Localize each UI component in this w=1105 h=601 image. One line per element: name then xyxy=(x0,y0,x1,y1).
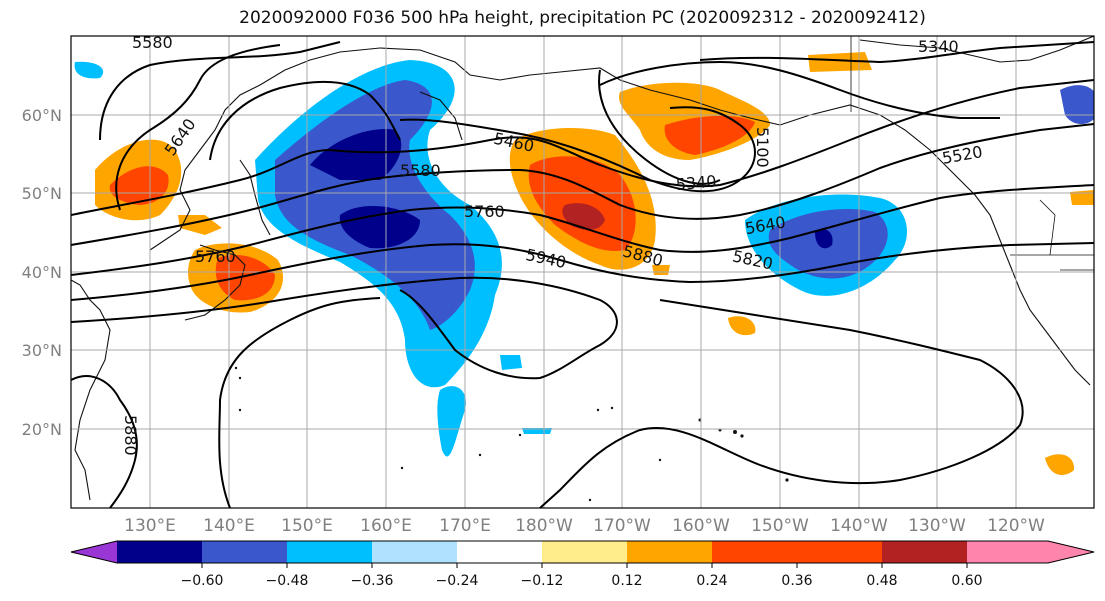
negative-region xyxy=(74,61,104,79)
contour-label: 5760 xyxy=(195,247,236,266)
lon-label: 170°E xyxy=(439,516,491,536)
colorbar-tick-label: 0.36 xyxy=(781,573,812,589)
negative-region xyxy=(1060,85,1094,124)
negative-region xyxy=(500,355,522,370)
colorbar-swatch xyxy=(287,541,372,563)
latitude-labels: 60°N 50°N 40°N 30°N 20°N xyxy=(22,106,62,439)
contour-label: 5580 xyxy=(132,33,173,52)
lat-label: 60°N xyxy=(22,106,62,125)
colorbar-extend-high xyxy=(1048,541,1094,563)
borders xyxy=(850,36,1094,271)
contour-label: 5760 xyxy=(464,202,505,221)
positive-region xyxy=(1045,454,1075,475)
colorbar-tick-label: 0.60 xyxy=(951,573,982,589)
lon-label: 120°W xyxy=(987,516,1045,536)
colorbar-tick-label: −0.12 xyxy=(521,573,564,589)
lon-label: 180°W xyxy=(515,516,573,536)
positive-region xyxy=(215,254,275,301)
contour-label: 5580 xyxy=(400,161,441,180)
positive-core xyxy=(562,203,605,230)
lon-label: 160°W xyxy=(672,516,730,536)
colorbar-tick-label: −0.60 xyxy=(181,573,224,589)
positive-region xyxy=(664,115,755,155)
lon-label: 130°E xyxy=(124,516,176,536)
map-title: 2020092000 F036 500 hPa height, precipit… xyxy=(239,8,926,28)
colorbar-tick-label: −0.24 xyxy=(436,573,479,589)
colorbar-tick-label: 0.12 xyxy=(611,573,642,589)
negative-core xyxy=(815,229,833,249)
colorbar-tick-label: −0.48 xyxy=(266,573,309,589)
longitude-labels: 130°E 140°E 150°E 160°E 170°E 180°W 170°… xyxy=(124,516,1045,536)
colorbar-swatch xyxy=(372,541,457,563)
lon-label: 140°W xyxy=(830,516,888,536)
lat-label: 20°N xyxy=(22,420,62,439)
contour-label: 5340 xyxy=(918,37,959,56)
contour-label: 5880 xyxy=(121,415,140,456)
colorbar-tick-label: 0.24 xyxy=(696,573,727,589)
negative-region xyxy=(275,80,475,330)
negative-core xyxy=(310,129,402,180)
contour-labels: 5580 5640 5340 5460 5580 5520 5760 5340 … xyxy=(121,33,984,456)
colorbar-tick-label: 0.48 xyxy=(866,573,897,589)
colorbar-swatch xyxy=(542,541,627,563)
colorbar-outline xyxy=(70,540,1095,564)
coastlines xyxy=(71,36,1094,501)
lon-label: 150°W xyxy=(751,516,809,536)
lon-label: 150°E xyxy=(281,516,333,536)
colorbar-swatch xyxy=(627,541,712,563)
lon-label: 140°E xyxy=(203,516,255,536)
contour-label: 5100 xyxy=(753,127,772,168)
colorbar: −0.60 −0.48 −0.36 −0.24 −0.12 0.12 0.24 … xyxy=(70,540,1095,589)
colorbar-swatch xyxy=(117,541,202,563)
lon-label: 130°W xyxy=(908,516,966,536)
contour-label: 5340 xyxy=(675,172,717,194)
colorbar-swatch xyxy=(712,541,797,563)
lat-label: 40°N xyxy=(22,263,62,282)
lat-label: 50°N xyxy=(22,184,62,203)
negative-core xyxy=(339,205,420,249)
negative-region xyxy=(437,386,466,457)
colorbar-tick-label: −0.36 xyxy=(351,573,394,589)
height-contours xyxy=(71,41,1094,508)
positive-region xyxy=(109,166,169,205)
lon-label: 160°E xyxy=(360,516,412,536)
lat-label: 30°N xyxy=(22,341,62,360)
colorbar-extend-low xyxy=(71,541,117,563)
positive-region xyxy=(728,316,756,336)
colorbar-swatch xyxy=(967,541,1048,563)
colorbar-swatch xyxy=(797,541,882,563)
positive-region xyxy=(808,52,872,72)
colorbar-swatch xyxy=(882,541,967,563)
map-frame xyxy=(70,35,1095,509)
lon-label: 170°W xyxy=(593,516,651,536)
positive-region xyxy=(1070,190,1094,205)
colorbar-swatch xyxy=(202,541,287,563)
anomaly-shading xyxy=(74,52,1094,475)
colorbar-swatch xyxy=(457,541,542,563)
